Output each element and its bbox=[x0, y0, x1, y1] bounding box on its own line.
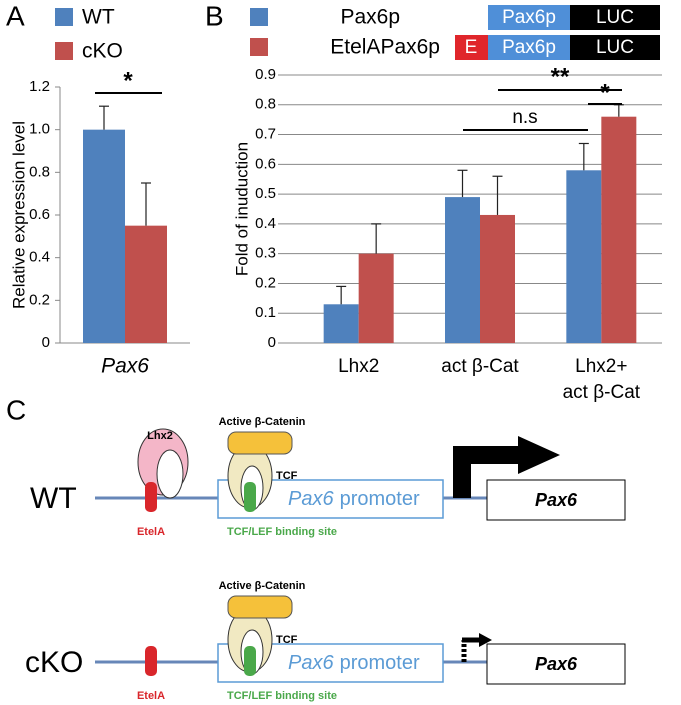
gene-label: Pax6 bbox=[535, 490, 578, 510]
y-tick-label: 1.0 bbox=[29, 121, 50, 138]
panel-label: B bbox=[205, 0, 224, 31]
y-tick-label: 0.7 bbox=[255, 126, 276, 143]
genotype-label: WT bbox=[30, 482, 77, 515]
bar bbox=[445, 197, 480, 343]
x-tick-label: Lhx2+ act β-Cat bbox=[563, 356, 641, 403]
tcf-label: TCF bbox=[276, 634, 298, 646]
y-tick-label: 0 bbox=[42, 334, 50, 351]
y-tick-label: 0.6 bbox=[255, 155, 276, 172]
y-axis-label: Relative expression level bbox=[9, 121, 28, 309]
element-label: EtelA bbox=[137, 690, 165, 702]
y-tick-label: 0.3 bbox=[255, 245, 276, 262]
bar bbox=[566, 170, 602, 343]
construct-box bbox=[455, 35, 488, 60]
y-tick-label: 0.2 bbox=[255, 274, 276, 291]
legend-swatch bbox=[250, 38, 268, 56]
y-tick-label: 1.2 bbox=[29, 78, 50, 95]
y-tick-label: 0.5 bbox=[255, 185, 276, 202]
promoter-word: promoter bbox=[340, 488, 420, 510]
construct-box bbox=[488, 5, 570, 30]
legend-swatch bbox=[250, 8, 268, 26]
x-tick-label: Lhx2 bbox=[338, 356, 379, 377]
genotype-label: cKO bbox=[25, 646, 83, 679]
construct-box bbox=[570, 5, 660, 30]
construct-text: E bbox=[465, 37, 478, 58]
construct-legend: Pax6p LUC E Pax6p LUC bbox=[455, 5, 660, 60]
gene-label: Pax6 bbox=[535, 654, 578, 674]
y-tick-label: 0.8 bbox=[29, 163, 50, 180]
tcf-label: TCF bbox=[276, 470, 298, 482]
promoter-gene: Pax6 bbox=[288, 652, 334, 674]
bar bbox=[83, 129, 125, 343]
promoter-word: promoter bbox=[340, 652, 420, 674]
construct-text: LUC bbox=[596, 37, 634, 58]
y-tick-label: 0.9 bbox=[255, 66, 276, 83]
label-line: Lhx2+ bbox=[575, 356, 627, 377]
catenin bbox=[227, 595, 293, 619]
y-tick-label: 0.4 bbox=[29, 249, 50, 266]
y-tick-label: 0.1 bbox=[255, 304, 276, 321]
annotation: ** bbox=[551, 63, 570, 90]
y-axis-label: Fold of inuduction bbox=[232, 142, 251, 276]
tcf-site bbox=[244, 646, 256, 676]
legend-swatch bbox=[55, 42, 73, 60]
legend-label: EtelAPax6p bbox=[330, 36, 440, 59]
transcription-arrow bbox=[453, 446, 520, 498]
promoter-label: Pax6 promoter bbox=[288, 488, 420, 510]
legend-label: Pax6p bbox=[340, 6, 400, 29]
diagram-cko: cKO EtelA Active β-Catenin TCF TCF/LEF b… bbox=[25, 580, 626, 702]
construct-text: LUC bbox=[596, 7, 634, 28]
panel-label: C bbox=[6, 394, 26, 425]
etela-element bbox=[145, 646, 157, 676]
diagram-wt: WT Lhx2 EtelA Active β-Catenin TCF TCF/L… bbox=[30, 416, 626, 538]
etela-element bbox=[145, 482, 157, 512]
y-tick-label: 0.2 bbox=[29, 291, 50, 308]
x-tick-label: act β-Cat bbox=[441, 356, 519, 377]
y-tick-label: 0.4 bbox=[255, 215, 276, 232]
site-label: TCF/LEF binding site bbox=[227, 690, 337, 702]
annotation: * bbox=[123, 67, 133, 94]
site-label: TCF/LEF binding site bbox=[227, 526, 337, 538]
lhx2-inner bbox=[156, 449, 184, 499]
y-tick-label: 0.6 bbox=[29, 206, 50, 223]
bar bbox=[125, 225, 167, 343]
arrow-head bbox=[518, 436, 560, 474]
promoter-label: Pax6 promoter bbox=[288, 652, 420, 674]
legend-label: cKO bbox=[82, 40, 123, 63]
annotation: * bbox=[600, 79, 610, 106]
label-line: act β-Cat bbox=[563, 382, 641, 403]
catenin bbox=[227, 431, 293, 455]
panel-label: A bbox=[6, 0, 25, 31]
catenin-label: Active β-Catenin bbox=[219, 416, 306, 428]
construct-box bbox=[488, 35, 570, 60]
bar bbox=[480, 214, 515, 343]
bar bbox=[601, 116, 637, 343]
tcf-site bbox=[244, 482, 256, 512]
catenin-label: Active β-Catenin bbox=[219, 580, 306, 592]
gene-box bbox=[486, 643, 626, 685]
construct-text: Pax6p bbox=[502, 37, 556, 58]
bar bbox=[358, 253, 394, 343]
annotation: n.s bbox=[512, 107, 537, 128]
y-tick-label: 0.8 bbox=[255, 96, 276, 113]
factor-label: Lhx2 bbox=[147, 430, 173, 442]
element-label: EtelA bbox=[137, 526, 165, 538]
x-tick-label: Pax6 bbox=[101, 355, 149, 378]
gene-box bbox=[486, 479, 626, 521]
construct-box bbox=[570, 35, 660, 60]
legend-label: WT bbox=[82, 6, 115, 29]
promoter-gene: Pax6 bbox=[288, 488, 334, 510]
y-tick-label: 0 bbox=[268, 334, 276, 351]
arrow-head bbox=[479, 633, 492, 647]
bar bbox=[323, 304, 359, 343]
legend-swatch bbox=[55, 8, 73, 26]
construct-text: Pax6p bbox=[502, 7, 556, 28]
